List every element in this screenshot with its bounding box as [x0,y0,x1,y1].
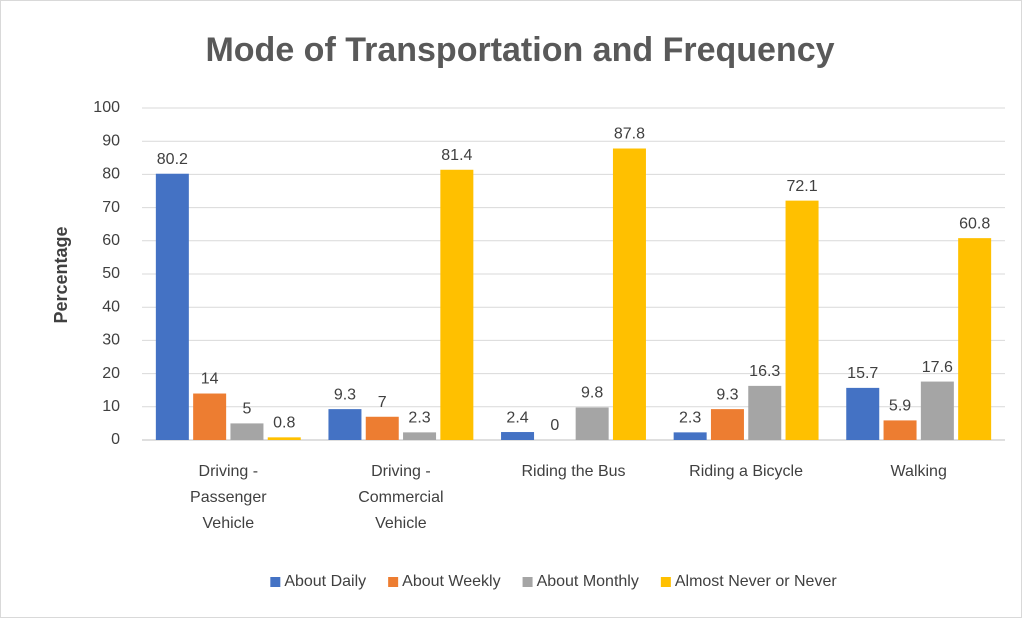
y-tick-label: 30 [102,332,120,349]
bar [501,432,535,440]
bar [748,385,782,440]
x-tick-label: Walking [891,463,947,480]
bar [440,169,474,440]
data-label: 15.7 [847,365,878,382]
y-tick-label: 70 [102,199,120,216]
data-label: 17.6 [922,359,953,376]
bar [673,432,707,440]
y-tick-label: 60 [102,232,120,249]
bar [328,409,362,440]
bar [883,420,917,440]
bar [365,416,399,440]
bar [230,423,264,440]
bar [846,387,880,440]
bar [155,173,189,440]
data-label: 0 [550,417,559,434]
y-tick-label: 0 [111,431,120,448]
x-tick-label: Riding a Bicycle [689,463,803,480]
data-label: 60.8 [959,215,990,232]
x-tick-label: Commercial [358,489,443,506]
legend-label: Almost Never or Never [675,573,837,590]
chart-title: Mode of Transportation and Frequency [205,31,834,69]
bar [958,238,992,440]
bar [710,409,744,440]
y-tick-label: 40 [102,298,120,315]
legend-swatch [388,577,399,587]
data-label: 72.1 [786,178,817,195]
bar [403,432,437,440]
data-label: 9.3 [716,386,738,403]
legend-label: About Daily [284,573,366,590]
legend-swatch [660,577,671,587]
y-tick-label: 80 [102,166,120,183]
y-tick-label: 90 [102,132,120,149]
x-tick-label: Driving - [371,463,431,480]
data-label: 87.8 [614,126,645,143]
bar [575,407,609,440]
data-label: 80.2 [157,151,188,168]
legend-swatch [270,577,281,587]
bar [267,437,301,440]
y-axis-label: Percentage [51,226,71,323]
x-tick-label: Riding the Bus [521,463,625,480]
data-label: 81.4 [441,147,472,164]
bar [612,148,646,440]
data-label: 5.9 [889,398,911,415]
legend-label: About Weekly [402,573,500,590]
y-tick-label: 10 [102,398,120,415]
data-label: 7 [378,394,387,411]
x-tick-label: Passenger [190,489,267,506]
y-tick-label: 100 [93,99,120,116]
bar [785,200,819,440]
data-label: 14 [201,371,219,388]
legend-swatch [522,577,533,587]
x-tick-label: Vehicle [203,515,255,532]
y-tick-label: 20 [102,365,120,382]
data-label: 2.3 [408,410,430,427]
data-label: 16.3 [749,363,780,380]
data-label: 2.4 [506,409,528,426]
legend-label: About Monthly [537,573,639,590]
x-tick-label: Driving - [199,463,259,480]
data-label: 2.3 [679,410,701,427]
data-label: 9.8 [581,385,603,402]
data-label: 0.8 [273,415,295,432]
data-label: 5 [242,401,251,418]
bar [920,381,954,440]
bar [193,393,227,440]
y-tick-label: 50 [102,265,120,282]
data-label: 9.3 [334,386,356,403]
x-tick-label: Vehicle [375,515,427,532]
